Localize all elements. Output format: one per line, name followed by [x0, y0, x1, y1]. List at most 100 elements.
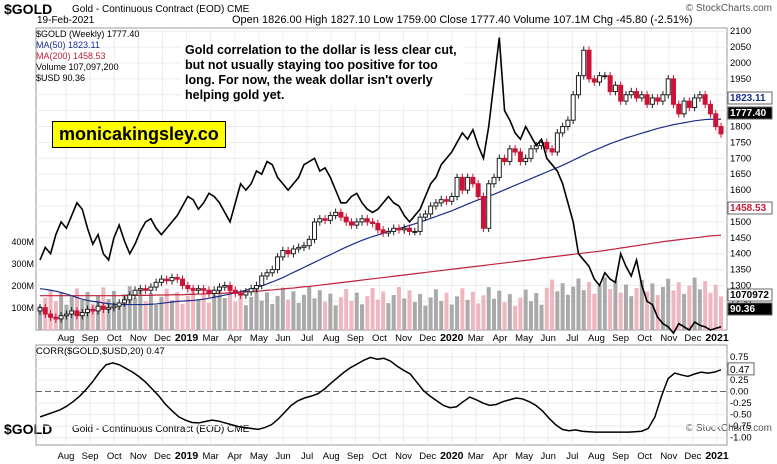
candle-body — [634, 91, 640, 99]
corr-tick-label: -0.50 — [730, 410, 752, 421]
volume-bar — [148, 293, 153, 330]
candle-body — [359, 218, 365, 223]
price-tick-label: 1650 — [730, 169, 751, 180]
volume-bar — [676, 282, 681, 330]
volume-value-tag-box — [727, 288, 773, 302]
candle-body — [148, 286, 154, 291]
volume-bar — [650, 283, 655, 330]
volume-bar — [597, 285, 602, 330]
volume-bar — [365, 296, 370, 330]
x-tick-label: Aug — [588, 451, 605, 462]
candle-body — [607, 75, 613, 93]
candle-body — [412, 230, 418, 233]
candle-body — [697, 94, 703, 99]
volume-bar — [470, 291, 475, 330]
volume-bar — [159, 296, 164, 330]
x-tick-label: Dec — [684, 333, 701, 344]
volume-bar — [286, 299, 291, 330]
candle-body — [74, 310, 80, 317]
price-tick-label: 1750 — [730, 137, 751, 148]
volume-bar — [492, 298, 496, 330]
candle-body — [502, 157, 508, 163]
candle-body — [306, 238, 312, 247]
volume-bar — [270, 304, 275, 330]
brand-label: © StockCharts.com — [685, 3, 772, 14]
volume-bar — [117, 302, 122, 330]
corr-value-tag: 0.47 — [730, 365, 750, 376]
candle-body — [222, 284, 228, 288]
volume-bar — [523, 289, 528, 330]
candle-body — [517, 151, 523, 163]
volume-bar — [201, 291, 206, 330]
candle-body — [554, 132, 560, 153]
candle-body — [42, 307, 48, 315]
candle-body — [612, 84, 618, 93]
candle-body — [686, 100, 692, 108]
candle-body — [174, 277, 180, 280]
brand-label-bottom: © StockCharts.com — [685, 423, 772, 434]
corr-line — [39, 356, 722, 433]
candle-body — [201, 288, 207, 291]
volume-bar — [169, 300, 174, 330]
close-value-tag-box — [727, 106, 773, 120]
x-tick-label: Nov — [130, 333, 147, 344]
candle-body — [53, 316, 59, 320]
volume-bar — [666, 278, 671, 330]
volume-bar — [212, 294, 217, 330]
volume-bar — [122, 294, 127, 330]
candle-body — [216, 286, 222, 291]
volume-bar — [576, 278, 581, 330]
candle-body — [354, 221, 360, 226]
volume-bar — [106, 298, 111, 330]
volume-bar — [48, 289, 53, 330]
candle-body — [602, 75, 608, 78]
candle-body — [348, 221, 354, 226]
x-tick-label: Sep — [82, 451, 99, 462]
volume-bar — [90, 303, 95, 330]
volume-bar — [275, 295, 280, 330]
ma200-line — [40, 234, 722, 297]
candle-body — [153, 281, 159, 288]
symbol-title: $GOLD — [4, 1, 53, 17]
ma50-line — [39, 118, 721, 306]
candle-body — [290, 248, 296, 255]
x-tick-label: Apr — [227, 451, 242, 462]
volume-bar — [238, 293, 243, 330]
candle-body — [591, 78, 597, 83]
volume-bar — [180, 303, 185, 330]
price-tick-label: 2050 — [730, 42, 751, 53]
volume-bar — [344, 289, 349, 330]
volume-bar — [317, 290, 322, 330]
usd-value-tag-box — [727, 302, 773, 316]
volume-bar — [154, 304, 159, 330]
candle-body — [327, 215, 333, 221]
volume-tick-label: 200M — [11, 281, 34, 291]
volume-bar — [460, 288, 465, 330]
volume-bar — [328, 293, 333, 330]
candle-body — [644, 94, 650, 105]
volume-bar — [697, 289, 702, 330]
x-tick-label: Dec — [419, 333, 436, 344]
candle-body — [528, 148, 534, 159]
candle-body — [655, 97, 661, 102]
volume-bar — [127, 286, 132, 330]
candle-body — [333, 211, 339, 217]
volume-bar — [539, 304, 544, 330]
volume-bar — [254, 288, 259, 330]
x-tick-label: Jul — [301, 451, 313, 462]
volume-bar — [550, 279, 555, 330]
candle-body — [702, 94, 708, 105]
candle-body — [639, 94, 645, 99]
volume-bar — [428, 297, 433, 330]
volume-bar — [59, 293, 64, 330]
candle-body — [475, 183, 481, 197]
candle-body — [238, 292, 244, 296]
volume-bar — [481, 295, 486, 330]
candle-body — [380, 229, 386, 234]
volume-bar — [555, 291, 560, 330]
candle-body — [586, 49, 592, 80]
ma50-value-tag: 1823.11 — [730, 93, 766, 104]
volume-bar — [391, 295, 396, 330]
candle-body — [618, 84, 624, 102]
volume-bar — [708, 292, 713, 330]
